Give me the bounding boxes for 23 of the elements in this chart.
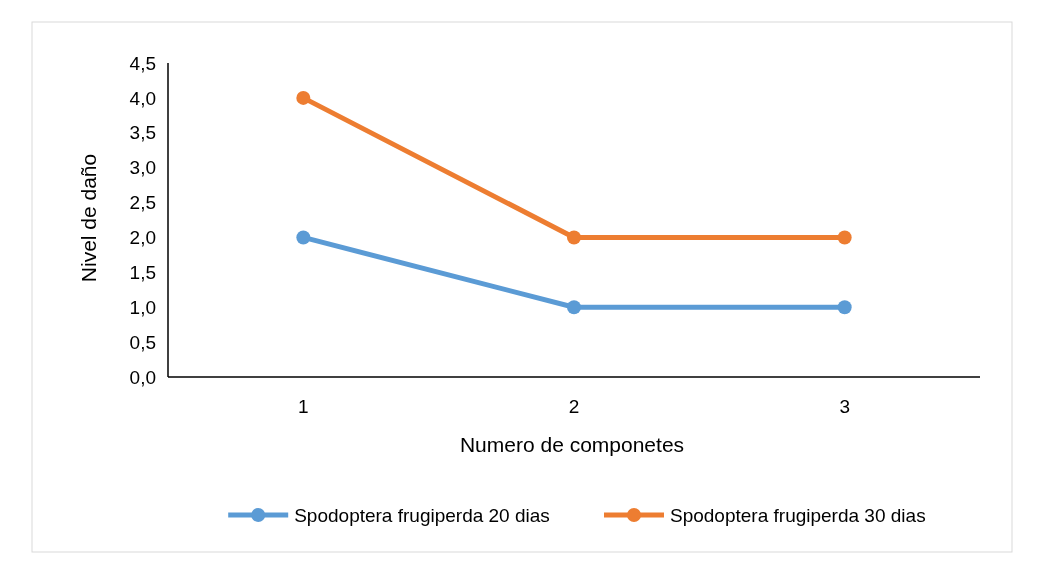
y-tick-label: 2,5 xyxy=(129,192,156,214)
x-axis-title: Numero de componetes xyxy=(459,433,685,456)
y-tick-label: 4,5 xyxy=(129,52,156,74)
point xyxy=(296,90,311,105)
y-tick-label: 1,0 xyxy=(129,296,156,318)
point xyxy=(837,300,852,315)
point xyxy=(567,300,581,315)
y-tick-label: 0,5 xyxy=(129,331,156,353)
y-tick-label: 3,5 xyxy=(129,122,156,144)
point xyxy=(837,230,852,245)
y-tick-label: 4,0 xyxy=(129,87,156,109)
legend-label: Spodoptera frugiperda 20 dias xyxy=(294,504,550,526)
x-tick-label: 2 xyxy=(568,396,580,417)
y-tick-label: 1,5 xyxy=(129,261,156,283)
legend-label: Spodoptera frugiperda 30 dias xyxy=(670,504,926,526)
y-tick-label: 0,0 xyxy=(129,366,156,388)
point xyxy=(567,230,581,245)
y-axis-title: Nivel de daño xyxy=(77,153,100,283)
x-tick-label: 3 xyxy=(839,396,850,417)
y-tick-label: 2,0 xyxy=(129,227,156,249)
x-tick-label: 1 xyxy=(298,396,309,417)
point xyxy=(296,230,311,245)
y-tick-label: 3,0 xyxy=(129,157,156,179)
